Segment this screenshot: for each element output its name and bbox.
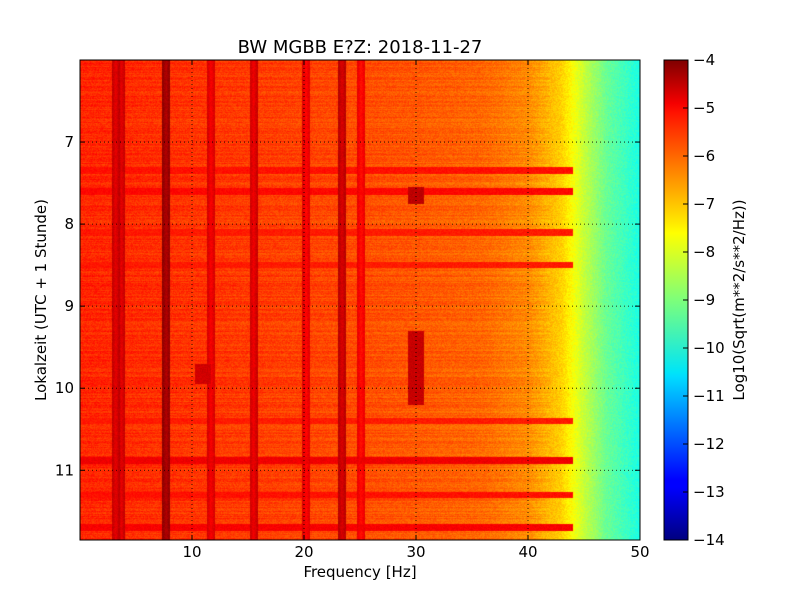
y-axis-label: Lokalzeit (UTC + 1 Stunde) [32, 199, 50, 401]
colorbar-tick-label: −6 [693, 147, 715, 165]
x-tick-label: 50 [630, 543, 649, 561]
colorbar: −4 −5 −6 −7 −8 −9 −10 −11 −12 −13 −14 [663, 51, 725, 549]
y-tick-label: 8 [64, 215, 74, 233]
x-tick-label: 10 [182, 543, 201, 561]
colorbar-tick-label: −11 [693, 387, 725, 405]
colorbar-tick-label: −5 [693, 99, 715, 117]
colorbar-tick-label: −12 [693, 435, 725, 453]
colorbar-tick-label: −13 [693, 483, 725, 501]
colorbar-tick-label: −4 [693, 51, 715, 69]
x-tick-label: 40 [518, 543, 537, 561]
heatmap-image [80, 60, 640, 540]
chart-title: BW MGBB E?Z: 2018-11-27 [238, 37, 483, 58]
grid-lines [80, 60, 640, 540]
plot-area: 10 20 30 40 50 7 8 9 10 11 [55, 59, 650, 561]
colorbar-tick-label: −14 [693, 531, 725, 549]
colorbar-tick-label: −10 [693, 339, 725, 357]
y-tick-label: 10 [55, 379, 74, 397]
y-axis-ticks: 7 8 9 10 11 [55, 133, 640, 479]
x-tick-label: 20 [294, 543, 313, 561]
colorbar-ticks: −4 −5 −6 −7 −8 −9 −10 −11 −12 −13 −14 [683, 51, 725, 549]
y-tick-label: 7 [64, 133, 74, 151]
x-tick-label: 30 [406, 543, 425, 561]
colorbar-tick-label: −8 [693, 243, 715, 261]
x-axis-ticks: 10 20 30 40 50 [182, 60, 650, 561]
colorbar-tick-label: −7 [693, 195, 715, 213]
colorbar-tick-label: −9 [693, 291, 715, 309]
x-axis-label: Frequency [Hz] [303, 563, 416, 581]
y-tick-label: 9 [64, 297, 74, 315]
colorbar-label: Log10(Sqrt(m**2/s**2/Hz)) [730, 199, 748, 400]
plot-frame [79, 59, 641, 541]
y-tick-label: 11 [55, 461, 74, 479]
